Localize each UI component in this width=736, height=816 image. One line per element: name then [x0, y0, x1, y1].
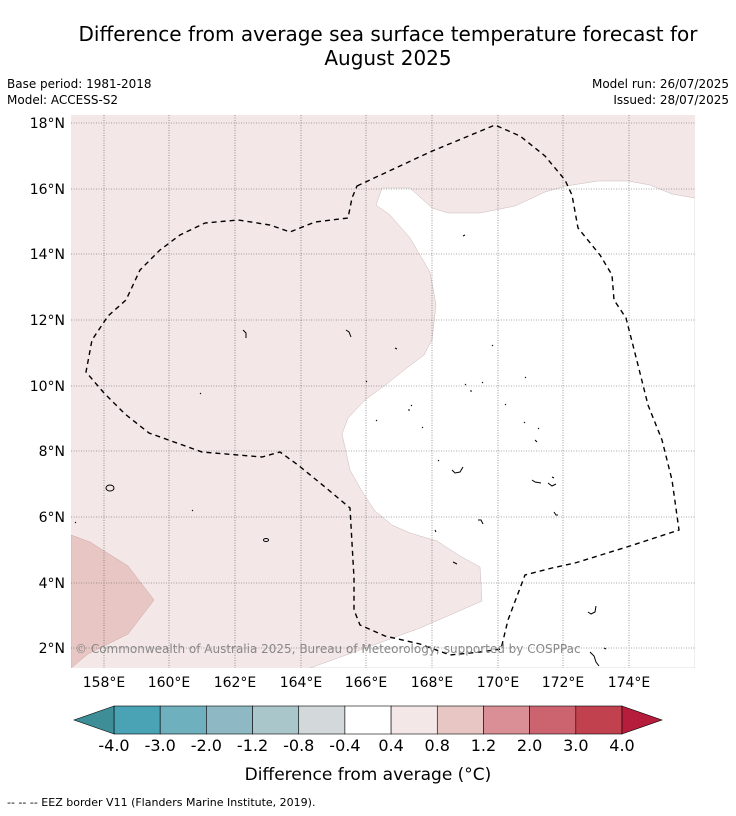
colorbar-tick-label: 3.0: [563, 736, 588, 755]
island: [421, 426, 424, 429]
colorbar-over-arrow: [621, 705, 663, 735]
island: [105, 484, 115, 492]
colorbar: [73, 705, 663, 735]
island: [437, 459, 464, 474]
lat-label: 16°N: [30, 182, 65, 198]
island: [74, 521, 77, 524]
longitude-labels: 158°E 160°E 162°E 164°E 166°E 168°E 170°…: [83, 675, 651, 691]
island: [553, 511, 558, 516]
lon-label: 162°E: [214, 675, 257, 691]
island: [199, 392, 202, 395]
colorbar-tick-label: 0.8: [425, 736, 450, 755]
island: [452, 561, 458, 565]
colorbar-segment: [159, 705, 207, 735]
lon-label: 172°E: [542, 675, 585, 691]
island: [408, 404, 413, 411]
warm-anomaly-region: [71, 534, 155, 668]
lat-label: 2°N: [39, 641, 65, 657]
colorbar-segment: [252, 705, 300, 735]
title-line-2: August 2025: [324, 46, 452, 70]
colorbar-tick-label: -4.0: [98, 736, 129, 755]
colorbar-label: Difference from average (°C): [245, 765, 492, 785]
latitude-labels: 18°N 16°N 14°N 12°N 10°N 8°N 6°N 4°N 2°N: [30, 116, 65, 657]
island: [531, 476, 557, 487]
island: [345, 329, 352, 338]
colorbar-tick-label: -2.0: [191, 736, 222, 755]
island: [263, 538, 269, 542]
colorbar-segment: [575, 705, 623, 735]
island: [491, 344, 494, 347]
island: [504, 376, 527, 406]
lon-label: 166°E: [345, 675, 388, 691]
colorbar-under-arrow: [73, 705, 115, 735]
colorbar-tick-label: -3.0: [145, 736, 176, 755]
title-line-1: Difference from average sea surface temp…: [78, 22, 698, 46]
colorbar-tick-label: -1.2: [237, 736, 268, 755]
colorbar-ticks: -4.0 -3.0 -2.0 -1.2 -0.8 -0.4 0.4 0.8 1.2 2.0 3.0 4…: [98, 736, 634, 755]
lat-label: 12°N: [30, 313, 65, 329]
island: [523, 421, 540, 443]
colorbar-tick-label: 2.0: [517, 736, 542, 755]
lat-label: 8°N: [39, 444, 65, 460]
island: [462, 234, 466, 237]
model-run: Model run: 26/07/2025: [591, 77, 729, 91]
island: [191, 509, 194, 512]
colorbar-segment: [298, 705, 346, 735]
colorbar-tick-label: 0.4: [378, 736, 403, 755]
colorbar-tick-label: -0.8: [283, 736, 314, 755]
issued-date: Issued: 28/07/2025: [613, 93, 729, 107]
colorbar-tick-label: -0.4: [329, 736, 360, 755]
island: [365, 380, 378, 422]
islands: [74, 234, 607, 667]
colorbar-segment: [483, 705, 530, 735]
lon-label: 170°E: [477, 675, 520, 691]
chart-title: Difference from average sea surface temp…: [40, 22, 736, 70]
map-area: © Commonwealth of Australia 2025, Bureau…: [71, 115, 695, 668]
model-name: Model: ACCESS-S2: [7, 93, 119, 107]
lon-label: 168°E: [411, 675, 454, 691]
lat-label: 4°N: [39, 576, 65, 592]
eez-border: [85, 124, 680, 656]
lon-label: 160°E: [148, 675, 191, 691]
lon-label: 164°E: [280, 675, 323, 691]
colorbar-segment: [390, 705, 438, 735]
colorbar-segment: [529, 705, 577, 735]
colorbar-tick-label: 4.0: [609, 736, 634, 755]
base-period: Base period: 1981-2018: [7, 77, 152, 91]
island: [464, 381, 484, 392]
colorbar-segment: [436, 705, 484, 735]
island: [434, 519, 484, 533]
island: [394, 347, 398, 350]
lon-label: 174°E: [608, 675, 651, 691]
meta-right: Model run: 26/07/2025 Issued: 28/07/2025: [592, 76, 729, 108]
lat-label: 14°N: [30, 247, 65, 263]
near-average-region: [309, 180, 695, 668]
eez-footnote: -- -- -- EEZ border V11 (Flanders Marine…: [7, 796, 316, 809]
copyright-notice: © Commonwealth of Australia 2025, Bureau…: [75, 642, 581, 656]
colorbar-segment: [113, 705, 161, 735]
colorbar-tick-label: 1.2: [471, 736, 496, 755]
gridlines: [71, 115, 695, 668]
island: [242, 329, 247, 338]
lon-label: 158°E: [83, 675, 126, 691]
lat-label: 10°N: [30, 379, 65, 395]
meta-left: Base period: 1981-2018 Model: ACCESS-S2: [7, 76, 152, 108]
island: [589, 647, 607, 667]
lat-label: 18°N: [30, 116, 65, 132]
lat-label: 6°N: [39, 510, 65, 526]
colorbar-segment: [344, 705, 392, 735]
colorbar-segment: [206, 705, 253, 735]
island: [587, 605, 597, 615]
